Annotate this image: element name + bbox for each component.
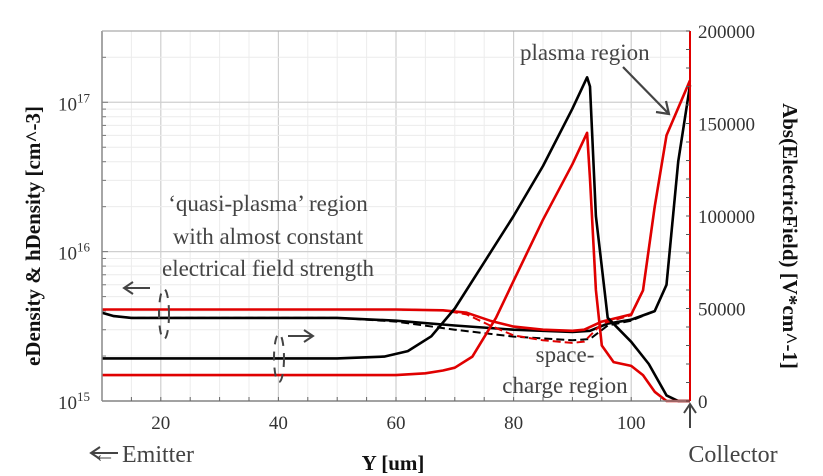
arrow-right-icon: [288, 329, 315, 343]
series-efield-black: [102, 76, 690, 403]
y-right-tick-label: 100000: [698, 207, 755, 228]
arrow-left-icon: [122, 281, 150, 295]
y-right-tick-labels: 0 50000 100000 150000 200000: [698, 22, 755, 413]
left-axis-indicator: [122, 281, 170, 340]
x-tick-label: 80: [504, 413, 523, 434]
annotation-space-charge-2: charge region: [502, 373, 628, 398]
x-tick-label: 60: [387, 413, 406, 434]
series-density-black-dashed: [101, 85, 691, 342]
y-right-tick-label: 200000: [698, 22, 755, 43]
series-density-red-dashed: [102, 80, 691, 344]
y-left-tick-label: 1016: [58, 240, 91, 265]
dashed-ellipse-field: [273, 333, 285, 383]
emitter-label-group: ← Emitter: [89, 442, 194, 468]
x-tick-label: 20: [151, 413, 170, 434]
x-tick-labels: 20 40 60 80 100: [151, 413, 645, 434]
axes: [101, 30, 691, 402]
y-left-tick-label: 1017: [58, 90, 91, 115]
x-tick-label: 100: [617, 413, 646, 434]
arrow-left-icon: [89, 446, 118, 460]
y-right-axis-title: Abs(ElectricField) [V*cm^-1]: [778, 103, 802, 369]
annotation-quasi-plasma-1: ‘quasi-plasma’ region: [168, 191, 368, 216]
series-density-red-solid: [102, 79, 692, 333]
annotation-quasi-plasma-2: with almost constant: [173, 224, 364, 249]
collector-label: Collector: [688, 442, 777, 468]
series-efield-red: [102, 131, 690, 403]
y-left-axis-title: eDensity & hDensity [cm^-3]: [21, 106, 45, 366]
y-right-tick-label: 50000: [698, 300, 746, 321]
collector-label-group: Collector: [683, 402, 778, 468]
right-axis-indicator: [273, 329, 315, 383]
x-axis-title: Y [um]: [362, 451, 425, 475]
y-left-tick-labels: 1015 1016 1017: [58, 90, 91, 414]
emitter-label: ← Emitter: [92, 442, 194, 468]
annotation-space-charge-1: space-: [536, 342, 595, 367]
arrow-up-icon: [683, 402, 697, 428]
series-group: [101, 76, 692, 403]
y-right-tick-label: 0: [698, 392, 708, 413]
plasma-region-arrow: [622, 66, 671, 116]
dashed-ellipse-density: [158, 288, 170, 340]
x-tick-label: 40: [269, 413, 288, 434]
y-right-tick-label: 150000: [698, 115, 755, 136]
y-left-tick-label: 1015: [58, 389, 90, 414]
annotation-plasma-region: plasma region: [520, 40, 650, 65]
annotation-quasi-plasma-3: electrical field strength: [162, 256, 375, 281]
